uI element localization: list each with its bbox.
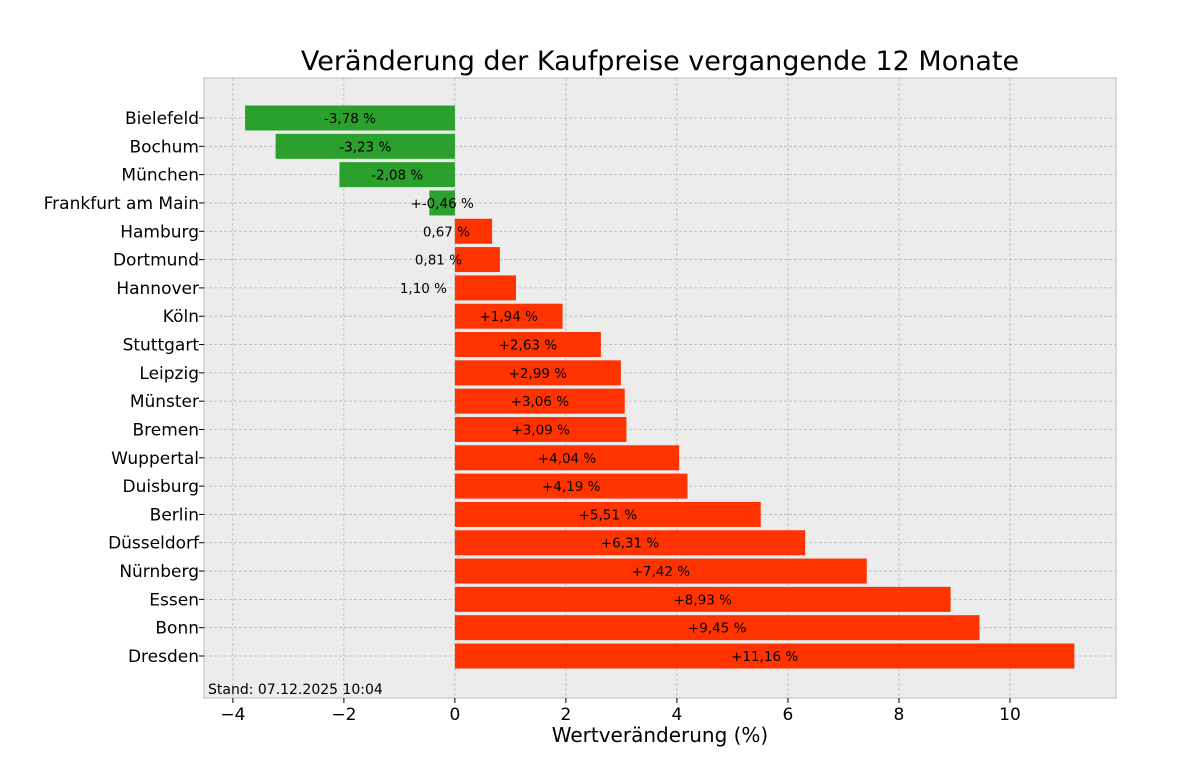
data-label: 0,81 % [415,253,462,269]
data-label: +4,04 % [538,451,597,467]
category-label: Leipzig [139,364,199,384]
data-label: +3,06 % [511,394,570,410]
category-label: Bochum [129,137,199,157]
data-label: -3,23 % [339,139,391,155]
x-tick-label: 0 [449,705,460,725]
data-label: +8,93 % [673,592,732,608]
bar [454,388,625,414]
data-label: -3,78 % [324,111,376,127]
bar [454,643,1075,669]
data-label: +6,31 % [601,536,660,552]
category-label: Duisburg [123,477,200,497]
data-label: +2,99 % [509,366,568,382]
bar [454,275,516,301]
y-axis-ticks: Bielefeld Bochum München Frankfurt am Main H… [44,109,204,667]
data-label: 1,10 % [400,281,447,297]
x-tick-label: 10 [999,705,1021,725]
data-label: +11,16 % [731,649,798,665]
data-label: +1,94 % [479,309,538,325]
data-label: +5,51 % [579,507,638,523]
data-label: +2,63 % [499,338,558,354]
bar [454,332,601,358]
bar [454,218,493,244]
bar [454,247,500,273]
data-label: +7,42 % [632,564,691,580]
bar [454,416,627,442]
bar [275,133,455,159]
bar [454,303,563,329]
x-axis-label: Wertveränderung (%) [552,723,769,747]
bar [454,558,867,584]
category-label: Bonn [155,619,199,639]
data-label: +3,09 % [511,422,570,438]
x-tick-label: −2 [331,705,356,725]
x-axis-ticks: −4 −2 0 2 4 6 8 10 [220,698,1021,725]
chart-title: Veränderung der Kaufpreise vergangende 1… [301,46,1019,77]
category-label: Dortmund [113,251,199,271]
category-label: Berlin [150,505,199,525]
x-tick-label: 4 [672,705,683,725]
x-tick-label: −4 [220,705,245,725]
category-label: Dresden [128,647,199,667]
category-label: Bielefeld [125,109,199,129]
category-label: Düsseldorf [108,534,200,554]
category-label: Hamburg [120,222,199,242]
category-label: Frankfurt am Main [44,194,199,214]
bar [454,360,621,386]
bar [454,473,688,499]
category-label: Wuppertal [111,449,199,469]
category-label: Stuttgart [123,336,200,356]
category-label: München [121,166,199,186]
data-label: 0,67 % [423,224,470,240]
category-label: Köln [163,307,199,327]
data-label: +4,19 % [542,479,601,495]
bar [429,190,455,216]
grid [204,78,1116,698]
bar [245,105,455,131]
bar [339,162,455,188]
category-label: Nürnberg [119,562,199,582]
bar [454,445,680,471]
category-label: Bremen [132,420,199,440]
x-tick-label: 2 [560,705,571,725]
bar [454,501,761,527]
bar [454,530,806,556]
category-label: Hannover [116,279,199,299]
category-label: Münster [130,392,199,412]
timestamp-annotation: Stand: 07.12.2025 10:04 [208,682,383,698]
data-label: +-0,46 % [410,196,474,212]
data-label: +9,45 % [688,621,747,637]
bar [454,586,951,612]
bar [454,615,980,641]
bars: -3,78 % -3,23 % -2,08 % +-0,46 % 0,67 % 0,81 … [245,105,1075,669]
x-tick-label: 6 [783,705,794,725]
x-tick-label: 8 [894,705,905,725]
category-label: Essen [149,590,199,610]
data-label: -2,08 % [371,168,423,184]
